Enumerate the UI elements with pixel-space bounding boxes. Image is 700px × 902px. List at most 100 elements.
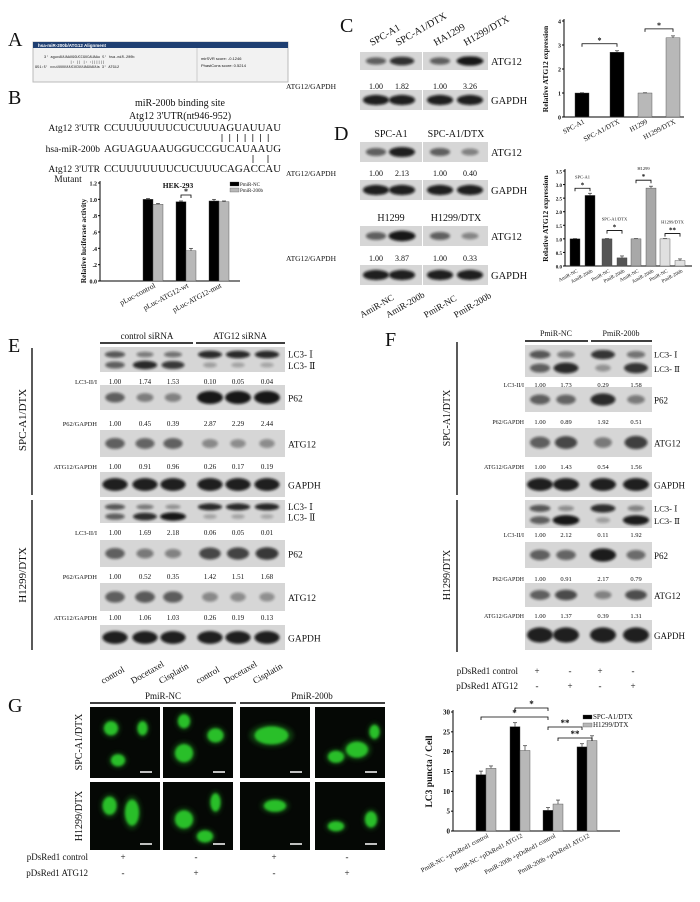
bar (574, 92, 590, 118)
lc3-i-label: LC3- Ⅰ (654, 503, 677, 513)
blot-band (553, 478, 579, 491)
mirsvr-score: mirSVR score: -0.1246 (201, 56, 242, 61)
y-axis-label: LC3 puncta / Cell (425, 735, 435, 807)
bar (584, 195, 596, 267)
ratio-value: 0.39 (167, 420, 180, 428)
fluorescence-image (90, 782, 160, 850)
alignment-mirna-seq: 3' agucAUUAAUGGUCCGUCAUAAu 5' hsa-miR-20… (44, 55, 135, 60)
ratio-value: 0.89 (560, 419, 571, 426)
blot-band (624, 435, 648, 450)
bar (509, 726, 521, 832)
ratio-value: 0.40 (463, 169, 477, 178)
blot-band (529, 504, 551, 512)
blot-band (165, 504, 181, 510)
significance-bracket (514, 707, 549, 711)
bar (609, 52, 625, 118)
ratio-value: 0.05 (232, 529, 245, 537)
blot-band (456, 56, 484, 66)
legend-swatch (582, 722, 593, 728)
blot-label: ATG12 (288, 594, 316, 604)
blot-band (595, 364, 611, 372)
significance-label: ** (571, 729, 581, 739)
blot-band (133, 512, 157, 521)
y-tick-label: 1.5 (556, 225, 563, 230)
blot-band (527, 478, 553, 491)
ratio-value: 1.51 (232, 573, 245, 581)
ratio-label: LC3-II/I (504, 383, 524, 389)
blot-band (553, 627, 579, 643)
blot-band (225, 631, 251, 644)
panel-letter: F (385, 329, 396, 351)
alignment-header-bar (33, 42, 288, 48)
blot-band (456, 184, 484, 196)
treatment-mark: - (569, 666, 572, 676)
alignment-target-seq: 951:5' ccuUUUUUUUCUCUUUAGUAUUa 3' ATG12 (35, 65, 119, 70)
y-tick-label: 10 (443, 788, 451, 796)
fluorescence-image (240, 782, 310, 850)
image-frame (240, 782, 310, 850)
image-frame (163, 707, 233, 778)
blot-label: P62 (288, 395, 303, 405)
sequence-label: hsa-miR-200b (46, 145, 101, 155)
lc3-puncta-cell (137, 721, 148, 736)
treatment-mark: - (195, 852, 198, 862)
lc3-blot (100, 347, 285, 372)
cell-line-label: SPC-A1/DTX (74, 713, 85, 770)
blot-band (591, 349, 615, 360)
sequence: CCUUUUUUUCUCUUUCAGACCAU (104, 164, 281, 175)
treatment-mark: + (193, 868, 198, 878)
ratio-value: 1.03 (167, 614, 180, 622)
legend-swatch (229, 187, 240, 193)
ratio-value: 1.00 (534, 613, 545, 620)
blot-band (365, 147, 387, 157)
ratio-value: 0.35 (167, 573, 180, 581)
blot-band (197, 503, 223, 511)
blot-membrane (423, 142, 488, 162)
blot-band (556, 394, 576, 405)
blot-band (260, 362, 274, 368)
blot-band (624, 362, 648, 374)
legend-swatch (229, 181, 240, 187)
blot-band (388, 146, 416, 158)
blot-membrane (100, 625, 285, 650)
blot-label: ATG12 (654, 439, 681, 449)
bar (218, 201, 230, 282)
blot-band (623, 627, 649, 643)
gapdh-blot (525, 620, 652, 650)
lc3-puncta-cell (328, 821, 344, 832)
blot-band (426, 94, 454, 106)
atg12-blot (360, 52, 488, 70)
sequence-label: Atg12 3'UTR (48, 124, 100, 134)
bar (142, 199, 154, 282)
blot-band (197, 350, 223, 359)
blot-band (254, 391, 280, 404)
ratio-value: 2.87 (204, 420, 217, 428)
treatment-label: pDsRed1 control (457, 666, 519, 676)
group-label: H1299 (377, 213, 404, 224)
lc3-puncta-cell (369, 724, 380, 739)
ratio-value: 0.39 (597, 613, 608, 620)
ratio-value: 1.00 (369, 82, 383, 91)
treatment-mark: - (346, 852, 349, 862)
blot-band (231, 514, 245, 519)
blot-band (105, 591, 125, 603)
gapdh-blot (525, 472, 652, 497)
bar (475, 774, 487, 832)
blot-band (161, 360, 185, 370)
lc3-i-label: LC3- Ⅰ (288, 502, 313, 512)
blot-band (557, 351, 575, 359)
y-tick-label: 20 (443, 748, 451, 756)
treatment-mark: + (534, 666, 539, 676)
blot-band (132, 478, 158, 491)
blot-band (230, 592, 246, 602)
ratio-value: 1.31 (630, 613, 641, 620)
lc3-puncta-cell (104, 721, 118, 736)
y-axis-label: Relative luciferase activity (79, 198, 88, 283)
y-tick-label: 3 (558, 44, 561, 50)
p62-blot (525, 387, 652, 412)
treatment-mark: - (632, 666, 635, 676)
y-tick-label: .4 (93, 247, 98, 253)
ratio-value: 1.53 (167, 378, 180, 386)
ratio-value: 1.69 (139, 529, 152, 537)
